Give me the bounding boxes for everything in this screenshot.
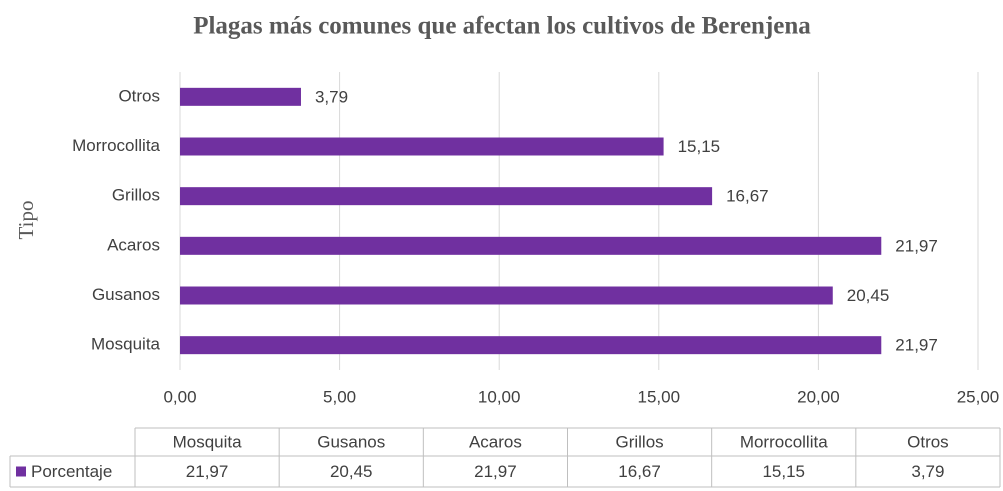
- x-tick-label: 10,00: [478, 387, 521, 406]
- table-cell: 20,45: [330, 462, 373, 481]
- y-tick-label: Otros: [118, 86, 160, 105]
- data-label: 21,97: [895, 336, 938, 355]
- table-header: Mosquita: [173, 432, 243, 451]
- y-tick-label: Grillos: [112, 186, 160, 205]
- y-tick-label: Gusanos: [92, 285, 160, 304]
- y-tick-label: Mosquita: [91, 335, 161, 354]
- x-tick-label: 0,00: [163, 387, 196, 406]
- x-tick-label: 5,00: [323, 387, 356, 406]
- data-label: 15,15: [678, 137, 721, 156]
- chart-title: Plagas más comunes que afectan los culti…: [193, 13, 811, 40]
- table-header: Otros: [907, 432, 949, 451]
- bar: [180, 87, 301, 106]
- data-label: 20,45: [847, 286, 890, 305]
- legend-swatch: [16, 466, 26, 477]
- bar: [180, 286, 833, 305]
- data-label: 21,97: [895, 236, 938, 255]
- table-cell: 21,97: [186, 462, 229, 481]
- y-axis-label: Tipo: [14, 201, 38, 240]
- bar: [180, 236, 882, 255]
- table-header: Morrocollita: [740, 432, 828, 451]
- table-header: Grillos: [615, 432, 663, 451]
- table-cell: 15,15: [762, 462, 805, 481]
- x-tick-label: 15,00: [638, 387, 681, 406]
- table-header: Gusanos: [317, 432, 385, 451]
- x-tick-label: 20,00: [797, 387, 840, 406]
- data-label: 16,67: [726, 187, 769, 206]
- table-header: Acaros: [469, 432, 522, 451]
- data-label: 3,79: [315, 87, 348, 106]
- table-cell: 21,97: [474, 462, 517, 481]
- bar: [180, 137, 664, 156]
- bar: [180, 336, 882, 355]
- bar: [180, 187, 713, 206]
- y-tick-label: Acaros: [107, 235, 160, 254]
- x-tick-label: 25,00: [957, 387, 1000, 406]
- table-cell: 16,67: [618, 462, 661, 481]
- legend-label: Porcentaje: [31, 462, 112, 481]
- table-cell: 3,79: [911, 462, 944, 481]
- y-tick-label: Morrocollita: [72, 136, 160, 155]
